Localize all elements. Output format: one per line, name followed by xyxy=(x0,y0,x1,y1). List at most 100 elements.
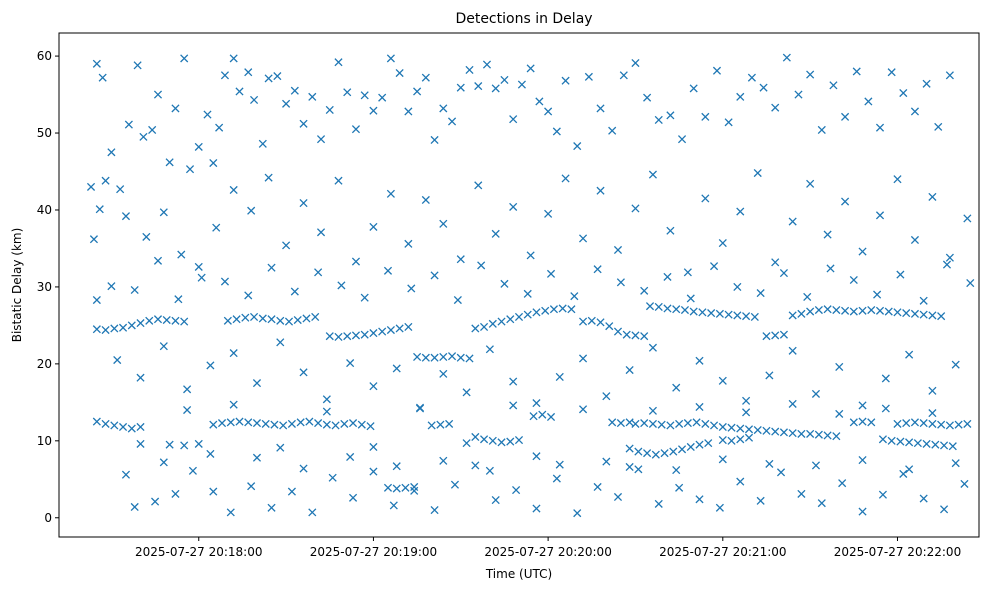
data-point xyxy=(334,176,343,185)
data-point xyxy=(832,432,841,441)
data-point xyxy=(183,385,192,394)
data-point xyxy=(608,126,617,135)
data-point xyxy=(386,54,395,63)
data-point xyxy=(788,346,797,355)
data-point xyxy=(648,419,657,428)
data-point xyxy=(217,419,227,428)
data-point xyxy=(616,419,625,428)
data-point xyxy=(369,382,378,391)
data-point xyxy=(631,204,640,213)
data-point xyxy=(127,424,136,433)
data-point xyxy=(92,325,101,334)
data-point xyxy=(258,314,267,323)
data-point xyxy=(241,313,250,322)
data-point xyxy=(771,258,780,267)
data-point xyxy=(491,496,500,505)
data-point xyxy=(276,338,285,347)
data-point xyxy=(465,354,474,363)
data-point xyxy=(343,88,352,97)
x-tick-label: 2025-07-27 20:22:00 xyxy=(834,545,961,559)
data-point xyxy=(578,317,588,326)
data-point xyxy=(165,440,174,449)
data-point xyxy=(806,429,815,438)
data-point xyxy=(456,353,465,362)
data-point xyxy=(485,345,494,354)
data-point xyxy=(159,458,168,467)
data-point xyxy=(517,80,526,89)
data-point xyxy=(902,309,911,318)
data-point xyxy=(701,194,710,203)
data-point xyxy=(360,293,369,302)
data-point xyxy=(718,239,727,248)
data-point xyxy=(698,308,707,317)
data-point xyxy=(683,268,692,277)
data-point xyxy=(841,197,850,206)
data-point xyxy=(718,435,727,445)
data-point xyxy=(797,489,806,498)
data-point xyxy=(136,319,145,328)
data-point xyxy=(185,165,195,174)
data-point xyxy=(133,61,142,70)
data-point xyxy=(500,279,509,288)
data-point xyxy=(488,436,497,445)
data-point xyxy=(456,255,465,264)
data-point xyxy=(692,418,701,427)
data-point xyxy=(733,282,742,291)
data-point xyxy=(910,418,920,427)
y-tick-label: 20 xyxy=(37,357,52,371)
data-point xyxy=(584,72,593,81)
data-point xyxy=(666,421,675,430)
data-point xyxy=(759,83,768,92)
data-point xyxy=(270,420,279,429)
data-point xyxy=(747,73,756,82)
data-point xyxy=(902,419,911,428)
data-point xyxy=(771,331,780,340)
data-point xyxy=(942,260,952,269)
data-point xyxy=(544,209,553,218)
data-point xyxy=(823,431,832,440)
data-point xyxy=(465,65,474,74)
data-point xyxy=(645,302,655,311)
data-point xyxy=(101,176,110,185)
data-point xyxy=(643,93,652,102)
data-point xyxy=(223,316,232,325)
data-point xyxy=(928,409,937,418)
data-point xyxy=(683,419,692,428)
data-point xyxy=(299,119,308,128)
data-point xyxy=(436,420,445,429)
data-point xyxy=(762,426,771,435)
data-point xyxy=(302,314,311,323)
data-point xyxy=(346,452,355,462)
data-point xyxy=(928,311,937,320)
data-point xyxy=(226,418,235,427)
data-point xyxy=(896,437,905,446)
y-tick-label: 10 xyxy=(37,434,52,448)
data-point xyxy=(153,256,163,265)
data-point xyxy=(95,205,104,214)
data-point xyxy=(753,168,762,178)
data-point xyxy=(299,464,308,473)
data-point xyxy=(480,435,489,444)
data-point xyxy=(680,305,690,315)
data-point xyxy=(118,422,128,432)
data-point xyxy=(209,420,218,429)
data-point xyxy=(482,60,492,69)
data-point xyxy=(445,419,454,428)
data-point xyxy=(718,455,727,464)
data-point xyxy=(736,424,745,433)
data-point xyxy=(180,54,189,63)
data-point xyxy=(284,317,294,326)
data-point xyxy=(523,289,532,298)
data-point xyxy=(549,305,558,314)
data-point xyxy=(910,107,920,116)
data-point xyxy=(395,68,404,78)
data-point xyxy=(325,105,334,115)
data-point xyxy=(677,135,687,144)
data-point xyxy=(447,117,457,126)
data-point xyxy=(937,312,946,321)
data-point xyxy=(771,427,780,436)
data-point xyxy=(328,473,337,482)
data-point xyxy=(430,506,439,515)
data-point xyxy=(244,291,253,300)
data-point xyxy=(873,290,882,299)
